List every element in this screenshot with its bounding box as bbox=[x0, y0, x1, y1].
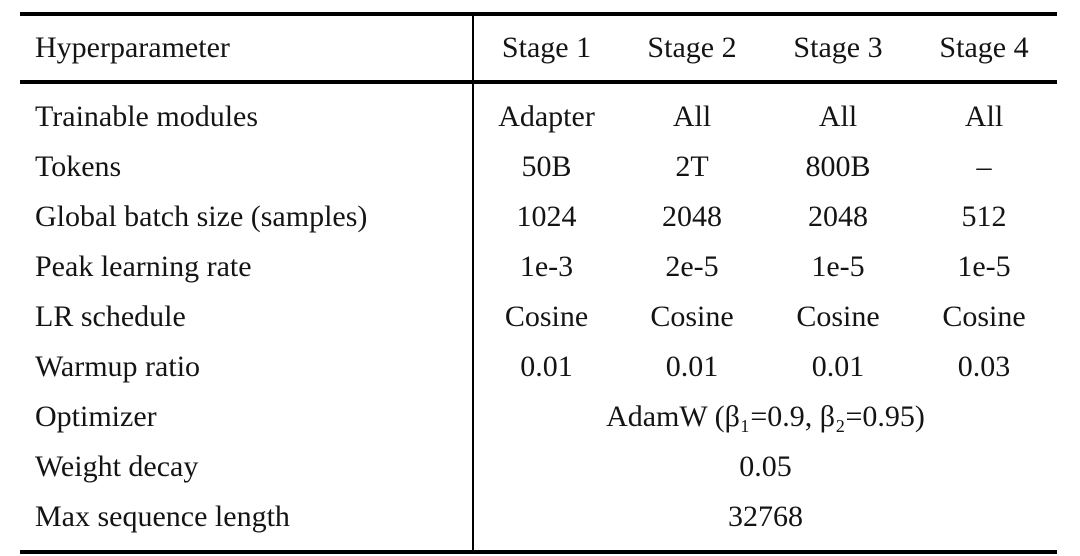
cell-value: 800B bbox=[805, 150, 871, 183]
cell-span-value: 32768 bbox=[728, 500, 803, 533]
header-hyperparameter: Hyperparameter bbox=[20, 14, 474, 84]
cell-value: Adapter bbox=[498, 100, 595, 133]
cell-value: 0.03 bbox=[957, 350, 1011, 383]
header-stage-4: Stage 4 bbox=[911, 14, 1057, 84]
cell-value: 50B bbox=[521, 150, 572, 183]
cell-value: Cosine bbox=[504, 300, 589, 333]
cell-value: All bbox=[964, 100, 1004, 133]
table-row-optimizer: Optimizer AdamW (β₁=0.9, β₂=0.95) bbox=[20, 392, 1057, 442]
header-stage-3: Stage 3 bbox=[765, 14, 911, 84]
row-label: Weight decay bbox=[20, 442, 474, 492]
row-label: Max sequence length bbox=[20, 492, 474, 552]
table-row-lr-schedule: LR schedule Cosine Cosine Cosine Cosine bbox=[20, 292, 1057, 342]
cell-value: Cosine bbox=[796, 300, 880, 333]
cell-value: 2048 bbox=[662, 200, 722, 233]
cell-value: 0.01 bbox=[811, 350, 865, 383]
cell-value: All bbox=[818, 100, 858, 133]
table-row-warmup-ratio: Warmup ratio 0.01 0.01 0.01 0.03 bbox=[20, 342, 1057, 392]
row-label: Warmup ratio bbox=[20, 342, 474, 392]
row-label: Peak learning rate bbox=[20, 242, 474, 292]
row-label: Global batch size (samples) bbox=[20, 192, 474, 242]
cell-value: 1e-3 bbox=[519, 250, 574, 283]
header-stage-2: Stage 2 bbox=[619, 14, 765, 84]
cell-value: 0.01 bbox=[665, 350, 719, 383]
table-row-global-batch-size: Global batch size (samples) 1024 2048 20… bbox=[20, 192, 1057, 242]
row-label: LR schedule bbox=[20, 292, 474, 342]
row-label: Optimizer bbox=[20, 392, 474, 442]
cell-value: 1e-5 bbox=[957, 250, 1011, 283]
cell-value: 512 bbox=[961, 200, 1007, 233]
row-label: Tokens bbox=[20, 142, 474, 192]
cell-value: Cosine bbox=[650, 300, 734, 333]
table-row-trainable-modules: Trainable modules Adapter All All All bbox=[20, 82, 1057, 142]
cell-value: Cosine bbox=[942, 300, 1026, 333]
cell-value: 2048 bbox=[808, 200, 868, 233]
cell-value: 1024 bbox=[516, 200, 577, 233]
table-row-weight-decay: Weight decay 0.05 bbox=[20, 442, 1057, 492]
cell-value: 1e-5 bbox=[811, 250, 865, 283]
header-row: Hyperparameter Stage 1 Stage 2 Stage 3 S… bbox=[20, 14, 1057, 84]
table-row-tokens: Tokens 50B 2T 800B – bbox=[20, 142, 1057, 192]
cell-span-value: 0.05 bbox=[739, 450, 792, 483]
table-row-max-sequence-length: Max sequence length 32768 bbox=[20, 492, 1057, 552]
cell-value: 2T bbox=[675, 150, 709, 183]
hyperparameter-table: Hyperparameter Stage 1 Stage 2 Stage 3 S… bbox=[20, 12, 1057, 554]
row-label: Trainable modules bbox=[20, 82, 474, 142]
table-row-peak-learning-rate: Peak learning rate 1e-3 2e-5 1e-5 1e-5 bbox=[20, 242, 1057, 292]
cell-value: 2e-5 bbox=[665, 250, 719, 283]
cell-value: 0.01 bbox=[520, 350, 573, 383]
cell-span-value: AdamW (β₁=0.9, β₂=0.95) bbox=[606, 400, 925, 433]
cell-value: All bbox=[672, 100, 712, 133]
header-stage-1: Stage 1 bbox=[473, 14, 619, 84]
cell-value: – bbox=[976, 150, 992, 183]
